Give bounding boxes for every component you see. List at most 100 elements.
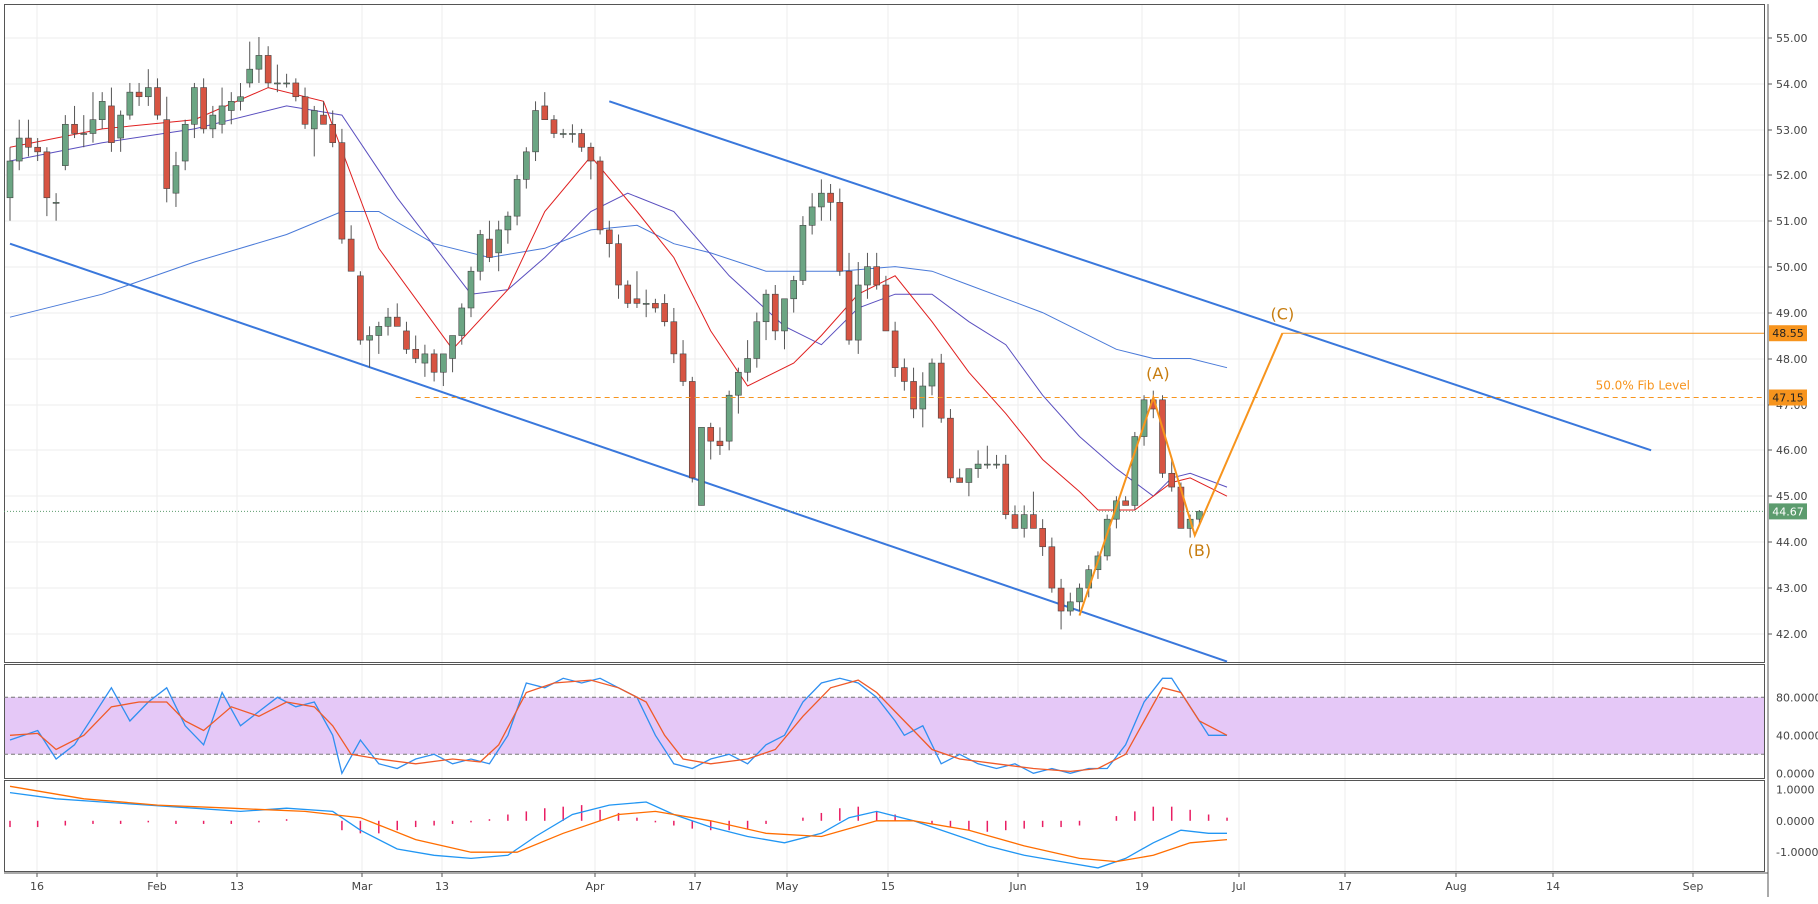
- candle-body: [652, 303, 659, 309]
- candle-up: [993, 454, 1000, 469]
- price-tick-label: 54.00: [1776, 78, 1808, 91]
- candle-up: [818, 179, 825, 221]
- candle-down: [873, 252, 880, 290]
- candle-up: [790, 275, 798, 313]
- candle-up: [384, 307, 392, 336]
- candle-up: [209, 105, 217, 139]
- candle-body: [467, 270, 475, 309]
- candle-down: [947, 408, 954, 483]
- candle-body: [679, 353, 687, 382]
- candle-body: [947, 417, 954, 479]
- candle-body: [523, 151, 530, 180]
- candle-body: [707, 427, 715, 442]
- time-tick-label: 19: [1135, 880, 1149, 893]
- macd-signal-line: [9, 785, 1228, 863]
- candle-down: [320, 101, 327, 125]
- candle-down: [357, 271, 364, 345]
- abc-projection[interactable]: (A) (B) (C): [1078, 304, 1295, 616]
- candle-body: [910, 381, 917, 410]
- candle-body: [716, 440, 724, 447]
- candle-up: [965, 468, 973, 497]
- candle-up: [1067, 592, 1074, 616]
- candle-body: [384, 316, 392, 327]
- candle-body: [771, 293, 779, 332]
- candle-body: [762, 293, 770, 323]
- candle-up: [283, 73, 290, 88]
- candle-body: [440, 353, 447, 373]
- candle-down: [596, 156, 604, 235]
- candle-down: [71, 105, 78, 139]
- candle-up: [808, 193, 816, 235]
- price-tick-label: 53.00: [1776, 124, 1808, 137]
- candle-up: [1103, 514, 1111, 561]
- candle-up: [191, 82, 198, 139]
- candle-body: [34, 146, 41, 153]
- candle-body: [1113, 500, 1120, 520]
- price-tick-label: 43.00: [1776, 582, 1808, 595]
- candle-body: [218, 105, 226, 125]
- candle-up: [1113, 496, 1120, 529]
- candle-body: [1076, 587, 1083, 603]
- candle-up: [172, 151, 180, 207]
- candle-body: [836, 202, 844, 272]
- macd-panel-frame: [4, 780, 1765, 872]
- candle-down: [412, 335, 419, 364]
- candle-body: [698, 427, 705, 506]
- time-tick-label: 14: [1546, 880, 1560, 893]
- price-tick-label: 49.00: [1776, 307, 1808, 320]
- candle-body: [1057, 587, 1065, 612]
- candle-body: [6, 160, 14, 199]
- candle-body: [393, 316, 401, 327]
- last-price-tag: [1769, 503, 1807, 520]
- candle-up: [467, 266, 475, 318]
- candle-down: [108, 87, 115, 152]
- time-tick-label: 16: [30, 880, 44, 893]
- candle-up: [799, 216, 807, 286]
- candle-body: [937, 362, 945, 419]
- candle-body: [421, 353, 429, 364]
- candle-up: [744, 340, 751, 382]
- candle-body: [661, 303, 668, 323]
- candle-down: [605, 220, 613, 258]
- descending-channel[interactable]: [9, 100, 1652, 663]
- candle-body: [578, 133, 585, 148]
- candle-up: [181, 119, 189, 171]
- candle-body: [901, 367, 908, 382]
- wave-label: (B): [1188, 541, 1211, 560]
- macd-tick-label: -1.0000: [1776, 846, 1818, 859]
- candle-body: [605, 229, 613, 244]
- candle-body: [827, 192, 834, 203]
- time-tick-label: Feb: [147, 880, 166, 893]
- candle-body: [255, 55, 263, 70]
- candle-down: [541, 92, 549, 120]
- candle-body: [642, 303, 650, 305]
- time-tick-label: Sep: [1683, 880, 1704, 893]
- candle-down: [135, 82, 143, 106]
- candle-body: [191, 87, 198, 125]
- candle-body: [624, 284, 632, 304]
- candle-up: [762, 289, 770, 341]
- candle-down: [43, 147, 51, 217]
- wave-label: (A): [1146, 364, 1169, 383]
- candle-body: [458, 307, 466, 336]
- candle-up: [255, 37, 263, 83]
- candle-body: [1196, 511, 1203, 520]
- candle-body: [845, 270, 853, 341]
- stochastic-tick-label: 0.0000: [1776, 767, 1815, 780]
- stochastic-tick-label: 40.0000: [1776, 729, 1818, 742]
- candle-up: [523, 147, 530, 189]
- candle-body: [338, 142, 346, 240]
- candle-up: [1196, 510, 1203, 524]
- horizontal-levels[interactable]: 47.15 50.0% Fib Level 48.55: [415, 325, 1807, 406]
- candle-down: [956, 468, 963, 483]
- candle-down: [486, 220, 493, 263]
- candle-body: [163, 119, 171, 189]
- candle-body: [615, 243, 622, 286]
- candle-down: [937, 353, 945, 423]
- candle-body: [1103, 518, 1111, 557]
- candle-up: [449, 335, 456, 373]
- candle-up: [735, 367, 742, 414]
- price-tick-label: 45.00: [1776, 490, 1808, 503]
